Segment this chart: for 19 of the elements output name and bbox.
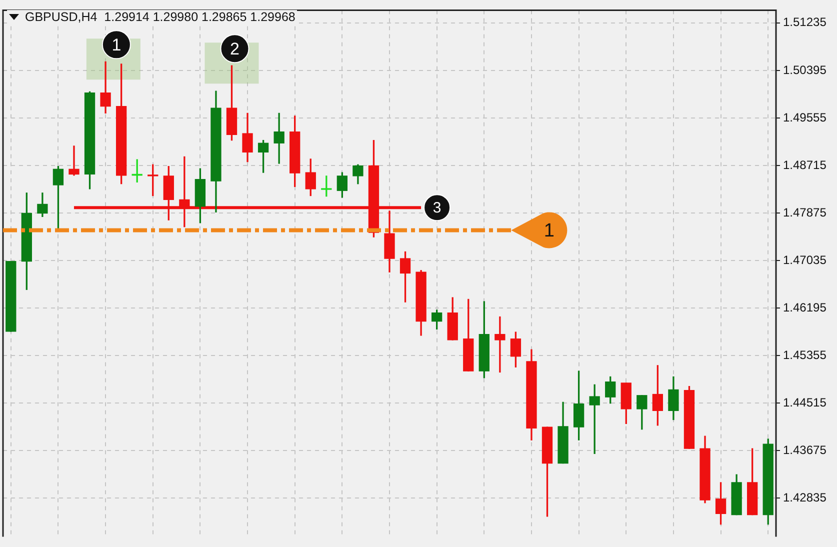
chart-title: GBPUSD,H4 1.29914 1.29980 1.29865 1.29968 <box>25 10 296 24</box>
candlestick <box>494 316 506 373</box>
y-tick-label: 1.43675 <box>783 442 827 457</box>
y-tick-label: 1.48715 <box>783 158 827 172</box>
y-tick-label: 1.44515 <box>783 395 827 410</box>
y-tick-label: 1.42835 <box>783 490 827 504</box>
y-tick-label: 1.46195 <box>783 300 827 314</box>
annotation: 2 <box>230 39 240 58</box>
annotation: 1 <box>112 35 122 54</box>
y-tick-label: 1.49555 <box>783 110 827 124</box>
y-tick-label: 1.47035 <box>783 252 827 267</box>
y-tick-label: 1.51235 <box>783 15 827 30</box>
series-label: 3 <box>432 200 442 217</box>
candlestick <box>68 146 80 176</box>
ref-line-label: 1 <box>544 220 554 242</box>
y-tick-label: 1.47875 <box>783 205 827 220</box>
y-tick-label: 1.45355 <box>783 348 827 362</box>
candlestick <box>274 112 284 164</box>
y-tick-label: 1.50395 <box>783 62 827 77</box>
